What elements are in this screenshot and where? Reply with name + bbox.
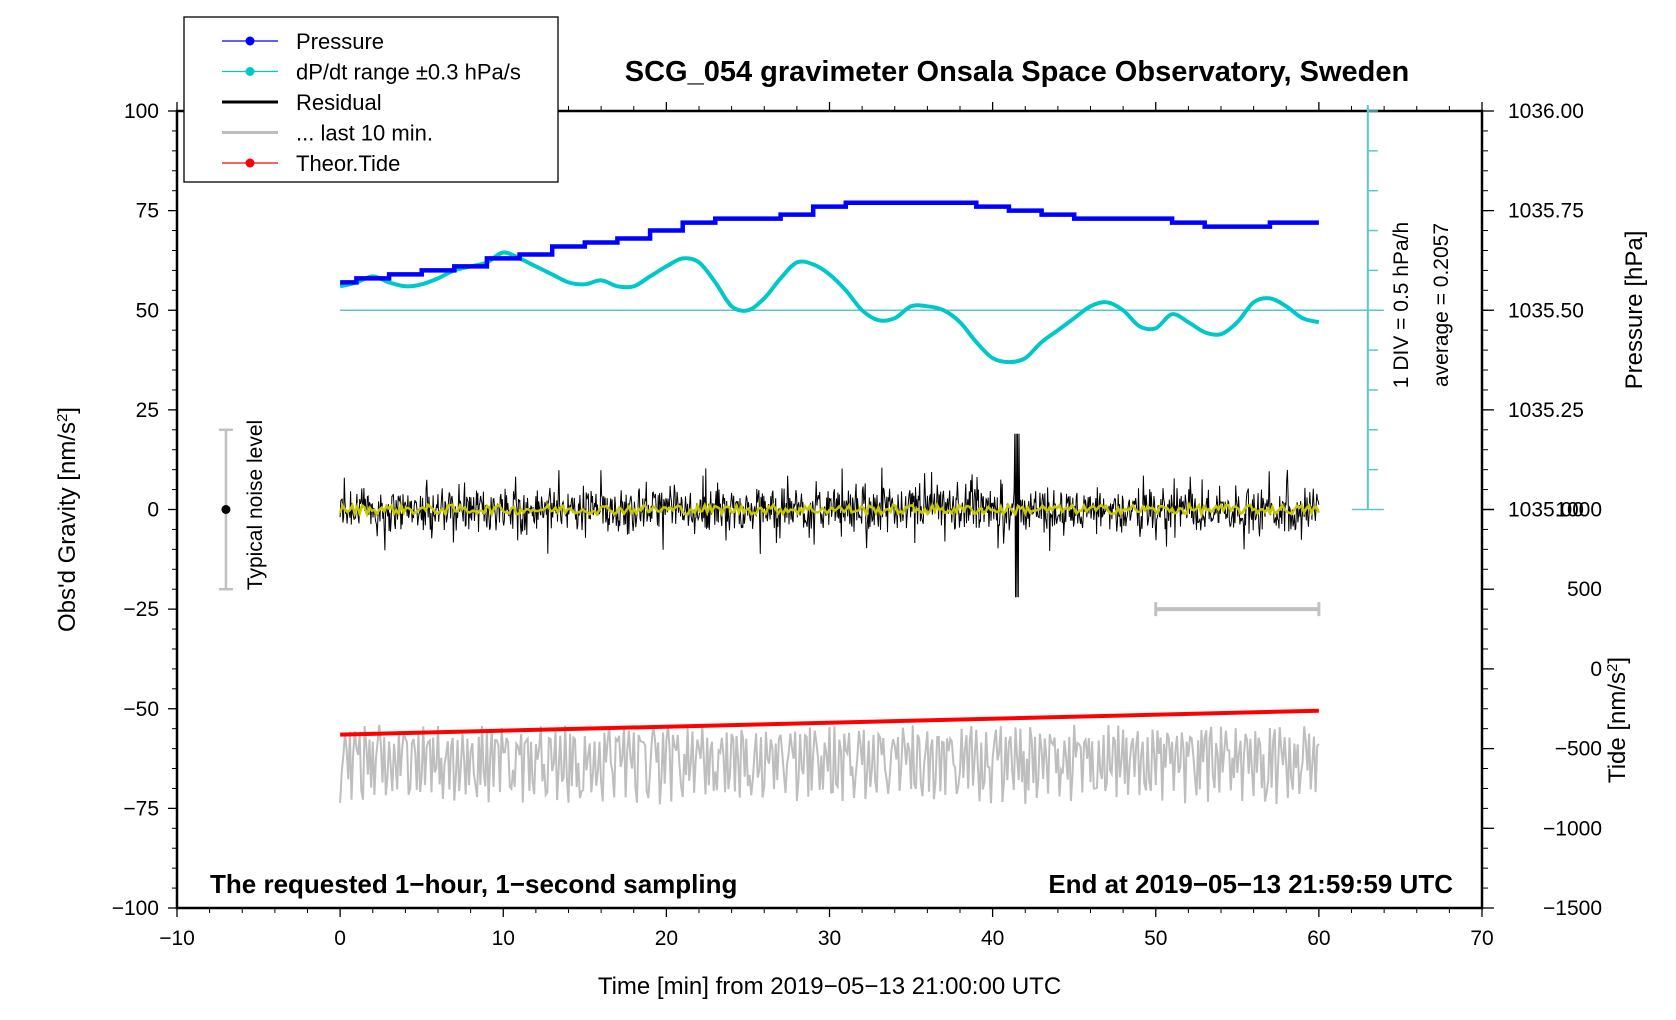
y-axis-title-superscript: 2 [54,414,71,422]
series-lines [339,200,1320,737]
x-tick-label: 70 [1470,927,1493,950]
legend-label-1: dP/dt range ±0.3 hPa/s [296,60,521,85]
tide-title-tail: ] [1604,657,1631,664]
noise-level-dot [221,505,231,514]
legend-label-2: Residual [296,90,382,115]
axes: −10 0 10 20 30 40 50 60 701007550250−25−50−75−10… [112,100,1602,950]
average-label: average = 0.2057 [1430,223,1453,387]
legend-box [183,16,559,183]
legend-label-3: ... last 10 min. [296,121,433,146]
y-tick-label: 75 [136,200,159,223]
y-axis-title-text: Obs'd Gravity [nm/s [54,422,81,632]
x-tick-label: 10 [492,927,515,950]
pressure-tick-label: 1035.50 [1508,299,1584,322]
tide-tick-label: 500 [1567,578,1602,601]
x-tick-label: −10 [159,927,195,950]
legend-marker-1 [245,67,255,76]
y-tick-label: 25 [136,399,159,422]
x-tick-label: 0 [334,927,346,950]
legend-marker-4 [245,158,255,168]
y-tick-label: −75 [123,797,159,820]
pressure-tick-label: 1035.75 [1508,200,1584,223]
y-axis-title-gravity: Obs'd Gravity [nm/s2] [54,407,82,632]
residual-series [338,433,1321,598]
noise-level-label: Typical noise level [244,420,267,590]
y-tick-label: 50 [136,299,159,322]
tide-tick-label: −500 [1555,738,1602,761]
legend-marker-0 [245,36,255,46]
x-tick-label: 20 [655,927,678,950]
dpdt-line [339,250,1320,365]
x-axis-title: Time [min] from 2019−05−13 21:00:00 UTC [598,973,1061,1000]
tide-tick-label: 0 [1590,658,1602,681]
tide-title-superscript: 2 [1604,664,1621,672]
pressure-tick-label: 1035.25 [1508,399,1584,422]
legend: Pressure dP/dt range ±0.3 hPa/s Residual..… [183,16,559,183]
y-tick-label: −25 [123,598,159,621]
tide-tick-label: 1000 [1555,499,1602,522]
theor-tide-line [340,708,1319,737]
last-10-min-series [339,724,1320,805]
y-tick-label: 100 [124,100,159,123]
tide-tick-label: −1000 [1543,817,1602,840]
y-axis-title-pressure: Pressure [hPa] [1621,231,1648,390]
y-tick-label: −50 [123,698,159,721]
tide-tick-label: −1500 [1543,897,1602,920]
chart-title: SCG_054 gravimeter Onsala Space Observat… [625,56,1409,88]
x-tick-label: 40 [981,927,1004,950]
legend-label-4: Theor.Tide [296,151,400,176]
div-scale-label: 1 DIV = 0.5 hPa/h [1390,222,1413,388]
pressure-tick-label: 1036.00 [1508,100,1584,123]
y-tick-label: −100 [112,897,159,920]
sampling-note: The requested 1−hour, 1−second sampling [210,869,737,899]
residual-smoothed-line [338,500,1321,519]
y-axis-title-tail: ] [54,407,81,414]
pressure-line [340,200,1319,285]
x-tick-label: 60 [1307,927,1330,950]
tide-title-text: Tide [nm/s [1604,672,1631,783]
end-time-note: End at 2019−05−13 21:59:59 UTC [1048,869,1453,899]
y-axis-title-tide: Tide [nm/s2] [1604,657,1632,783]
pressure-tick-label: 1035.00 [1508,499,1584,522]
y-tick-label: 0 [147,499,159,522]
x-tick-label: 50 [1144,927,1167,950]
last-10-min-line [339,724,1320,805]
legend-label-0: Pressure [296,29,384,54]
x-tick-label: 30 [818,927,841,950]
residual-line [339,433,1320,598]
